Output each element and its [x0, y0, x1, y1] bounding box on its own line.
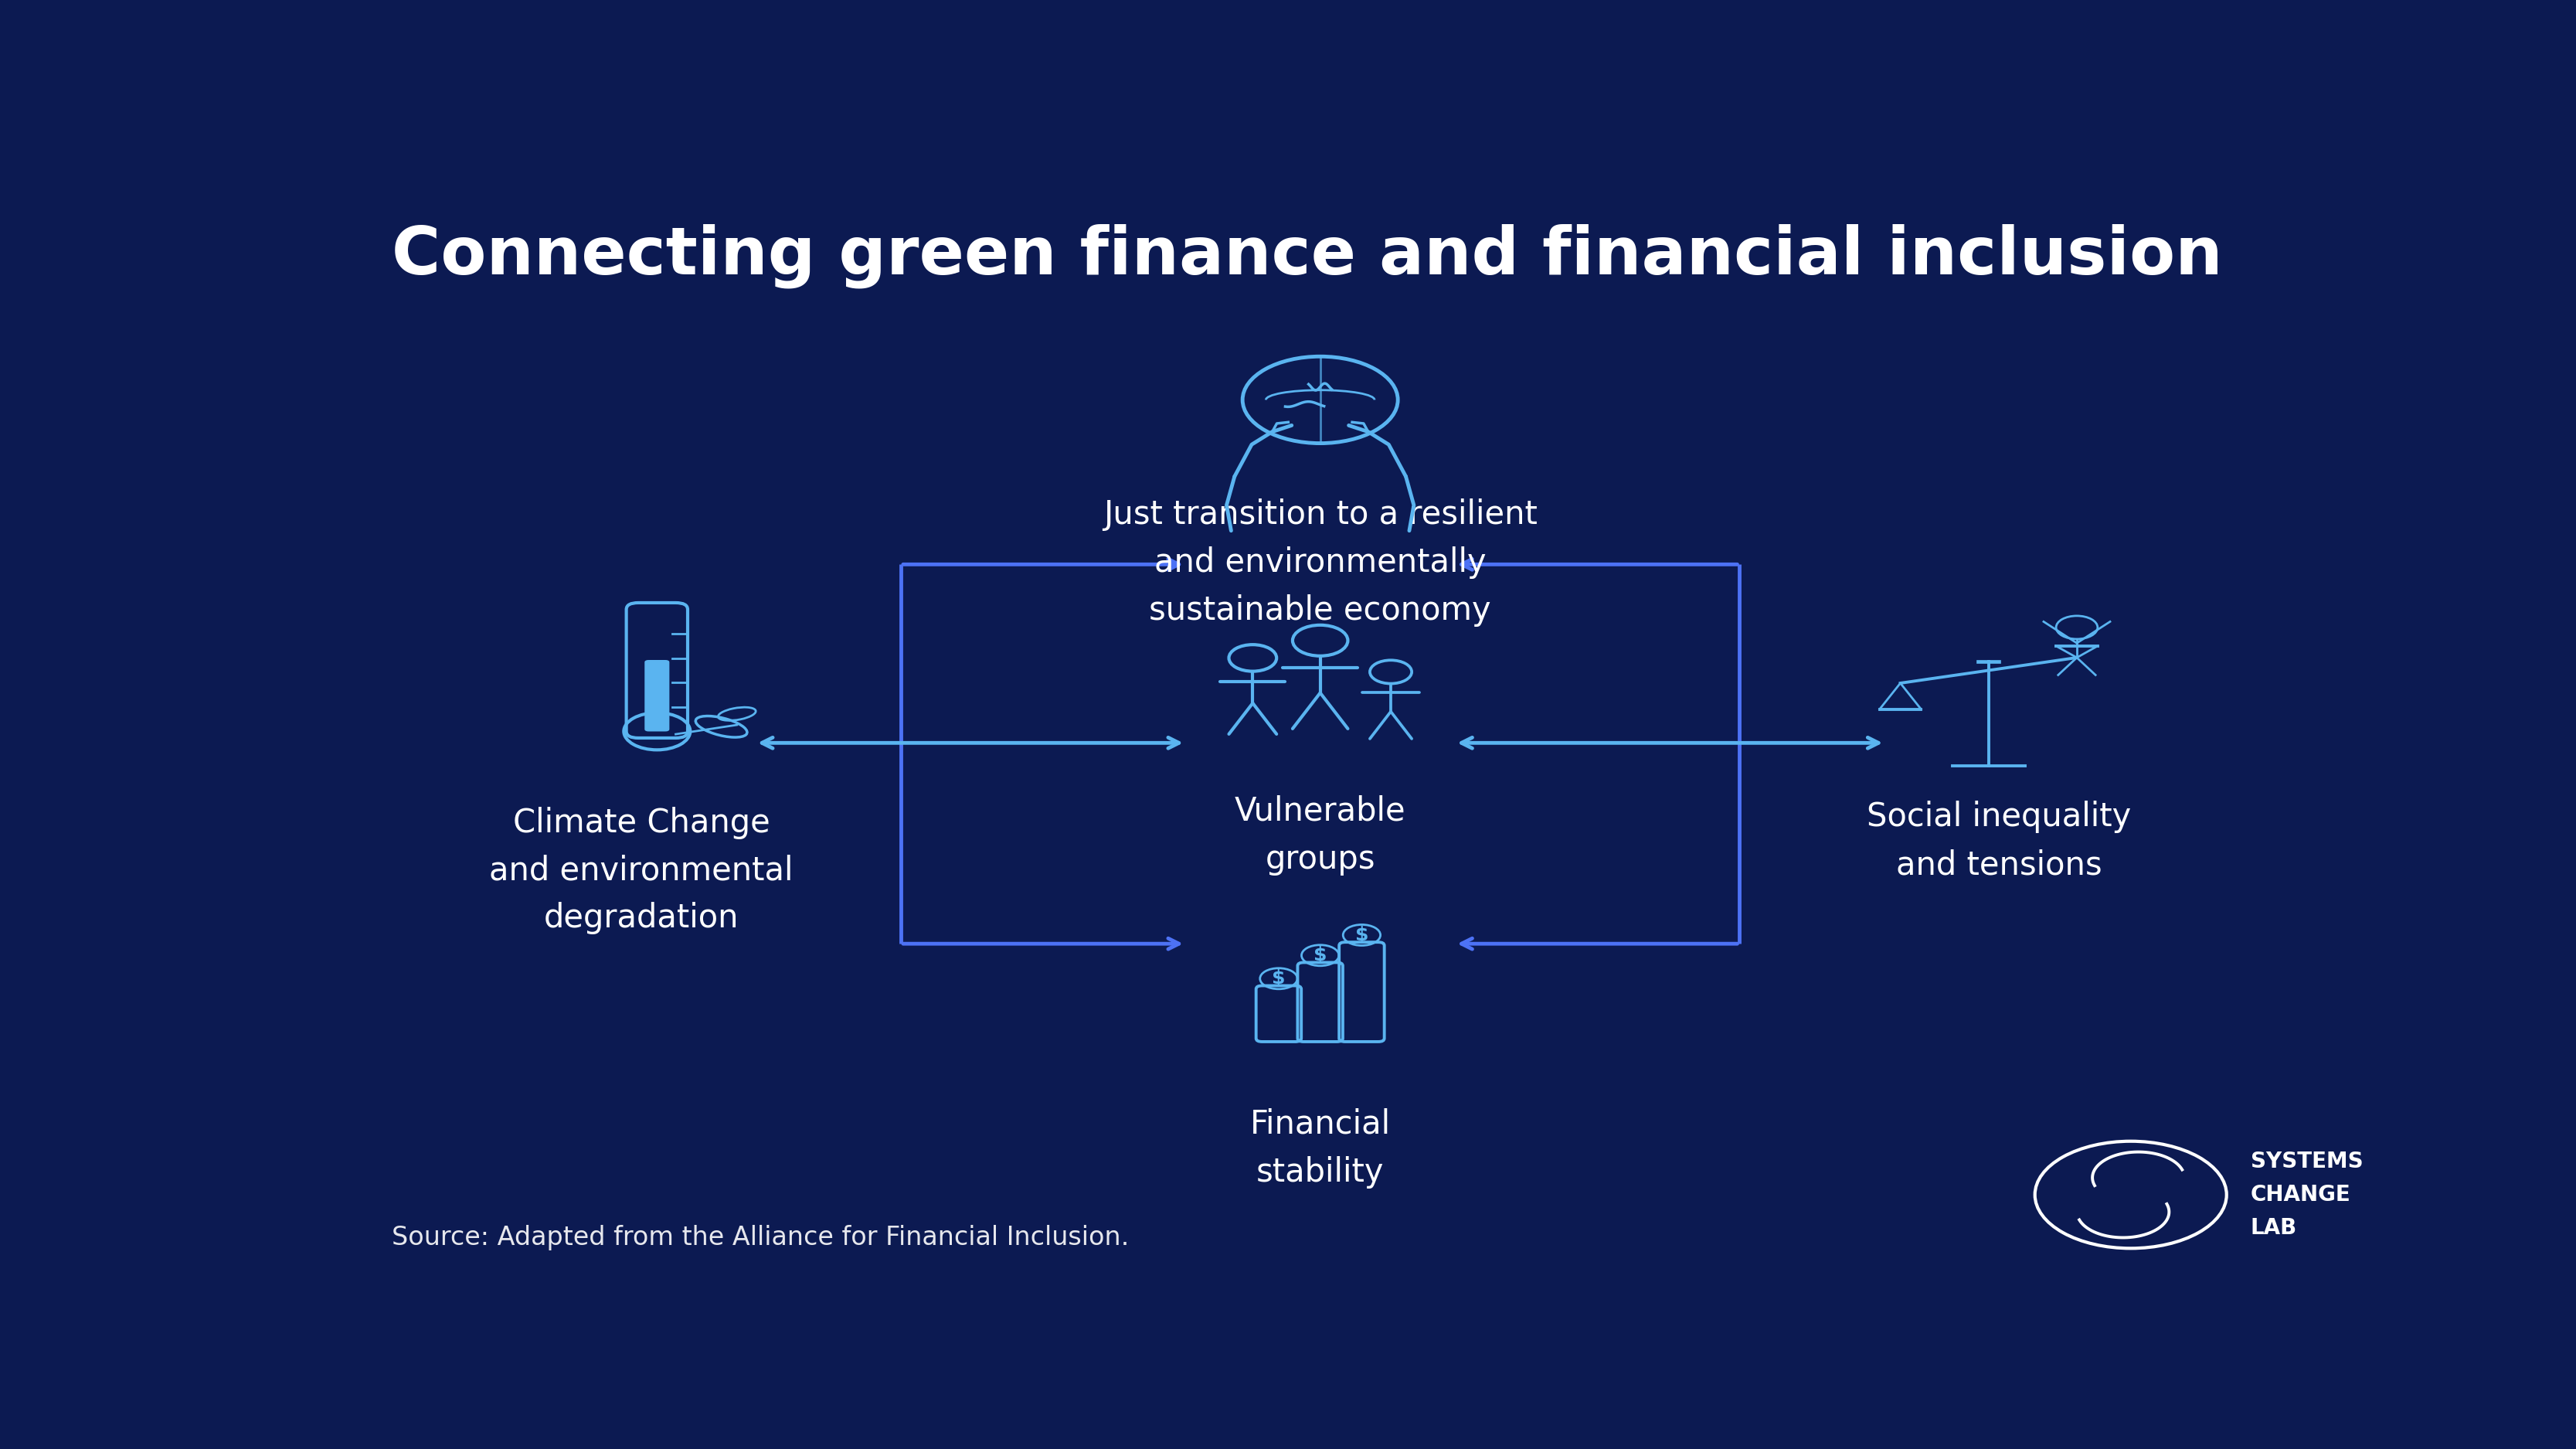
Text: Source: Adapted from the Alliance for Financial Inclusion.: Source: Adapted from the Alliance for Fi… [392, 1224, 1128, 1250]
Text: Connecting green finance and financial inclusion: Connecting green finance and financial i… [392, 225, 2223, 288]
Text: $: $ [1314, 946, 1327, 965]
Text: Social inequality
and tensions: Social inequality and tensions [1868, 801, 2130, 881]
Text: $: $ [1355, 926, 1368, 945]
Text: $: $ [1273, 969, 1285, 988]
Text: Climate Change
and environmental
degradation: Climate Change and environmental degrada… [489, 807, 793, 935]
Text: SYSTEMS
CHANGE
LAB: SYSTEMS CHANGE LAB [2251, 1151, 2362, 1239]
Text: Financial
stability: Financial stability [1249, 1108, 1391, 1188]
Text: Just transition to a resilient
and environmentally
sustainable economy: Just transition to a resilient and envir… [1103, 498, 1538, 627]
FancyBboxPatch shape [644, 659, 670, 732]
Text: Vulnerable
groups: Vulnerable groups [1234, 796, 1406, 875]
